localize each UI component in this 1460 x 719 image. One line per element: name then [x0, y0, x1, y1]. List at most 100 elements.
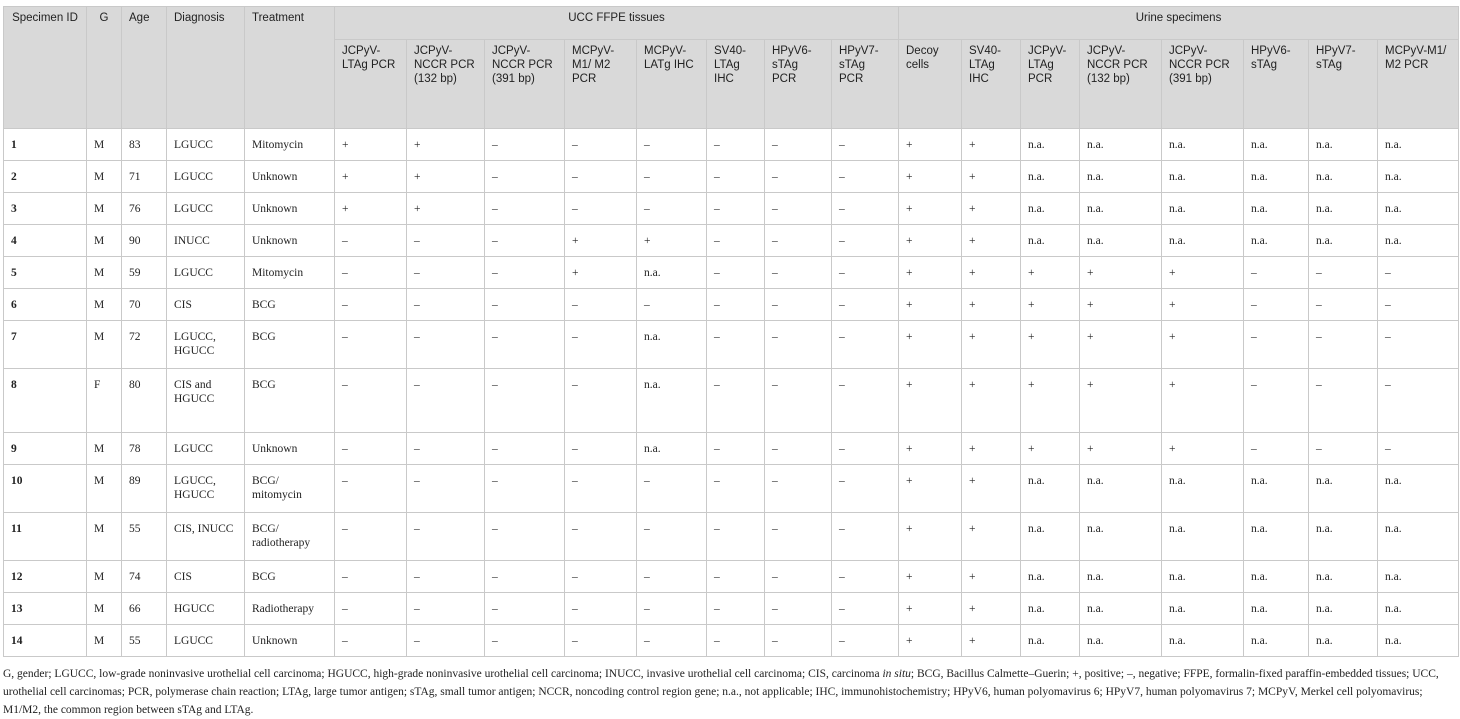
table-cell: +: [961, 192, 1021, 225]
table-cell: –: [764, 624, 832, 657]
table-cell: n.a.: [1161, 560, 1244, 593]
table-cell: –: [564, 128, 637, 161]
table-cell: –: [484, 624, 565, 657]
table-cell: +: [1020, 432, 1080, 465]
table-cell: –: [1243, 432, 1309, 465]
footnote-italic: in situ: [882, 668, 911, 680]
table-cell: +: [961, 512, 1021, 561]
table-cell: +: [406, 160, 485, 193]
table-cell: –: [484, 192, 565, 225]
table-cell: n.a.: [1243, 592, 1309, 625]
table-row: 14 M 55 LGUCC Unknown – – – – – – – – + + n.a. n.a. n.a. n…: [3, 624, 1460, 657]
table-cell: –: [831, 368, 899, 433]
table-cell: 83: [121, 128, 167, 161]
table-cell: –: [484, 256, 565, 289]
table-cell: –: [706, 224, 765, 257]
table-cell: –: [764, 320, 832, 369]
table-cell: +: [898, 160, 962, 193]
table-cell: n.a.: [1161, 192, 1244, 225]
table-cell: –: [484, 368, 565, 433]
table-cell: 74: [121, 560, 167, 593]
table-cell: n.a.: [636, 432, 707, 465]
table-cell: –: [831, 224, 899, 257]
table-cell: –: [406, 512, 485, 561]
table-cell: –: [831, 592, 899, 625]
table-cell: +: [564, 256, 637, 289]
table-cell: +: [1079, 432, 1162, 465]
table-cell: n.a.: [1376, 464, 1460, 513]
table-cell: –: [831, 128, 899, 161]
table-cell: +: [961, 128, 1021, 161]
table-cell: +: [1079, 320, 1162, 369]
table-cell: +: [961, 288, 1021, 321]
table-cell: n.a.: [1376, 128, 1460, 161]
table-cell: M: [86, 432, 122, 465]
table-cell: –: [564, 320, 637, 369]
table-cell: –: [764, 592, 832, 625]
table-footnote: G, gender; LGUCC, low-grade noninvasive …: [3, 665, 1457, 719]
table-cell: –: [406, 288, 485, 321]
table-cell: –: [706, 592, 765, 625]
cell-specimen-id: 14: [3, 624, 87, 657]
table-cell: –: [334, 320, 407, 369]
table-cell: LGUCC: [166, 624, 245, 657]
table-cell: n.a.: [1079, 128, 1162, 161]
table-cell: n.a.: [1161, 224, 1244, 257]
table-cell: –: [1376, 256, 1460, 289]
table-cell: n.a.: [1020, 160, 1080, 193]
table-cell: –: [831, 624, 899, 657]
table-cell: –: [1243, 288, 1309, 321]
table-cell: –: [706, 560, 765, 593]
table-cell: n.a.: [1020, 224, 1080, 257]
table-cell: BCG: [244, 560, 335, 593]
cell-specimen-id: 11: [3, 512, 87, 561]
table-cell: –: [406, 592, 485, 625]
table-cell: +: [1020, 368, 1080, 433]
table-cell: LGUCC: [166, 256, 245, 289]
table-cell: n.a.: [1020, 592, 1080, 625]
table-cell: –: [636, 592, 707, 625]
table-cell: –: [1308, 256, 1378, 289]
table-cell: n.a.: [636, 368, 707, 433]
table-cell: +: [961, 368, 1021, 433]
header-urine-col-8: MCPyV-M1/ M2 PCR: [1376, 39, 1460, 129]
table-cell: –: [764, 464, 832, 513]
table-cell: –: [1243, 256, 1309, 289]
table-cell: 78: [121, 432, 167, 465]
table-cell: +: [334, 160, 407, 193]
header-treatment: Treatment: [244, 6, 335, 129]
sub-header-row: JCPyV-LTAg PCR JCPyV-NCCR PCR (132 bp) JCP…: [4, 39, 1460, 129]
table-cell: 72: [121, 320, 167, 369]
table-cell: Radiotherapy: [244, 592, 335, 625]
table-cell: –: [484, 224, 565, 257]
table-cell: –: [706, 128, 765, 161]
cell-specimen-id: 7: [3, 320, 87, 369]
header-ucc-col-3: JCPyV-NCCR PCR (391 bp): [484, 39, 565, 129]
table-cell: –: [484, 464, 565, 513]
header-urine-col-1: Decoy cells: [898, 39, 962, 129]
table-row: 3 M 76 LGUCC Unknown + + – – – – – – + + n.a. n.a. n.a. n.…: [3, 192, 1460, 225]
table-cell: –: [764, 288, 832, 321]
table-cell: –: [636, 512, 707, 561]
table-cell: n.a.: [1308, 192, 1378, 225]
table-cell: –: [406, 368, 485, 433]
table-cell: –: [764, 256, 832, 289]
table-cell: n.a.: [1308, 160, 1378, 193]
table-cell: –: [831, 320, 899, 369]
table-cell: –: [706, 256, 765, 289]
table-cell: –: [764, 512, 832, 561]
table-cell: n.a.: [1020, 512, 1080, 561]
table-cell: n.a.: [1308, 624, 1378, 657]
table-cell: n.a.: [1161, 592, 1244, 625]
table-cell: –: [484, 432, 565, 465]
table-cell: M: [86, 464, 122, 513]
table-cell: +: [898, 432, 962, 465]
table-cell: n.a.: [1243, 224, 1309, 257]
table-cell: –: [334, 256, 407, 289]
table-cell: –: [636, 624, 707, 657]
table-cell: M: [86, 624, 122, 657]
table-cell: +: [406, 192, 485, 225]
table-cell: –: [636, 464, 707, 513]
table-cell: +: [898, 624, 962, 657]
header-ucc-col-2: JCPyV-NCCR PCR (132 bp): [406, 39, 485, 129]
